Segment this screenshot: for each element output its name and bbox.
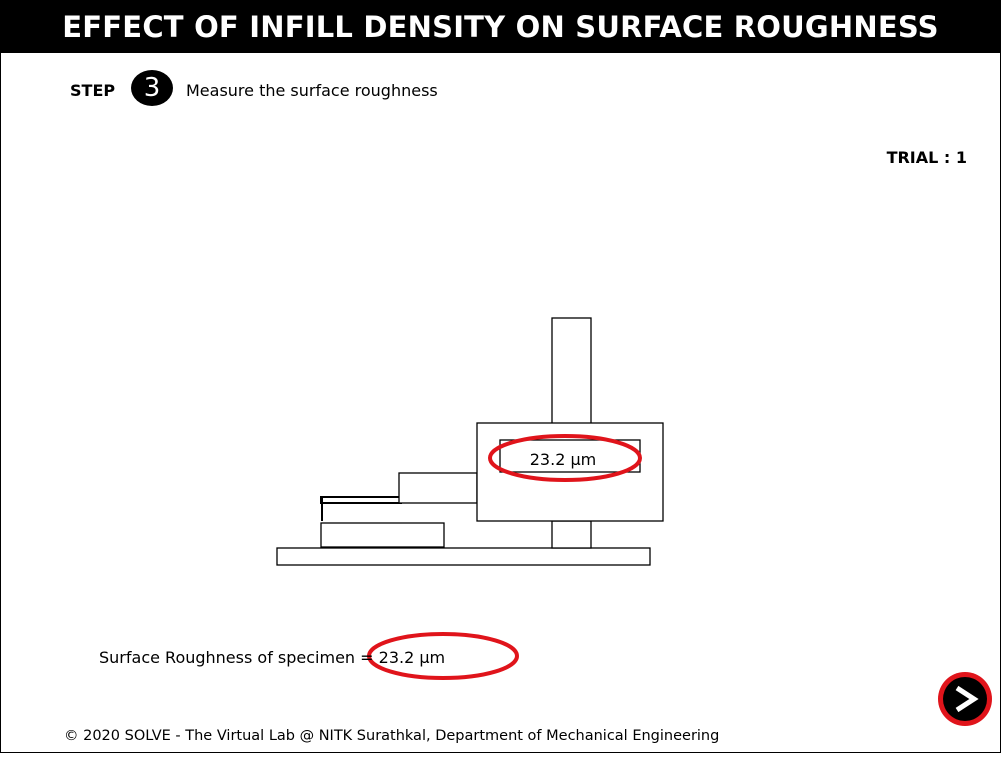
probe-holder <box>398 472 478 504</box>
specimen <box>320 522 445 548</box>
result-highlight-ellipse <box>367 632 519 680</box>
step-label: STEP <box>70 81 116 100</box>
next-button[interactable] <box>938 672 992 726</box>
tester-display <box>499 439 641 473</box>
arrow-right-icon <box>955 685 979 713</box>
trial-indicator: TRIAL : 1 <box>886 148 967 167</box>
surface-roughness-result: Surface Roughness of specimen = 23.2 µm <box>99 648 446 667</box>
tester-column <box>551 317 592 425</box>
display-highlight-ellipse <box>488 434 642 482</box>
base-plate <box>276 547 651 566</box>
step-instruction: Measure the surface roughness <box>186 81 438 100</box>
display-value: 23.2 µm <box>530 450 596 469</box>
step-number-badge: 3 <box>131 70 173 106</box>
footer-copyright: © 2020 SOLVE - The Virtual Lab @ NITK Su… <box>64 728 720 744</box>
next-button-inner <box>943 677 987 721</box>
tester-column-lower <box>551 520 592 549</box>
stylus-arm <box>320 496 402 504</box>
page-title: EFFECT OF INFILL DENSITY ON SURFACE ROUG… <box>0 0 1001 53</box>
